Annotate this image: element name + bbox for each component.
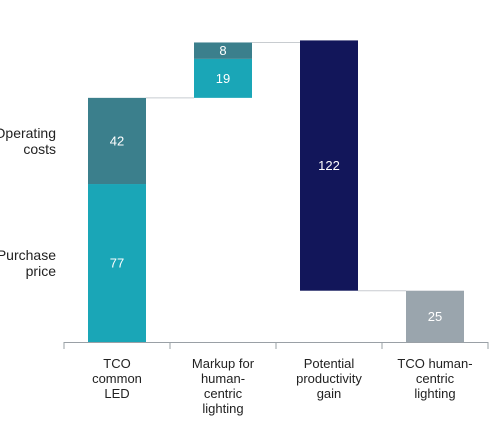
bar-segment [88,97,146,185]
side-label: Operating costs [0,125,56,157]
bar-segment [194,58,252,98]
bar-segment [300,40,358,291]
data-label: 122 [318,158,340,173]
category-label: TCO human-centric lighting [397,356,472,401]
connector-lines [146,41,406,292]
data-label: 25 [428,309,442,324]
data-label: 19 [216,71,230,86]
category-label: TCO common LED [92,356,142,401]
category-labels: TCO common LED Markup for human-centric light… [92,356,473,416]
segment-labels: 77 42 19 8 122 25 [110,43,442,324]
category-label: Markup for human-centric lighting [192,356,255,416]
data-label: 42 [110,133,124,148]
bar-segment [406,290,464,342]
side-label: Purchase price [0,247,56,279]
x-axis [63,342,489,349]
bar-segment [194,42,252,59]
data-label: 77 [110,256,124,271]
bars [88,40,464,342]
side-labels: Operating costs Purchase price [0,125,56,279]
category-label: Potential productivity gain [296,356,362,401]
data-label: 8 [219,43,226,58]
bar-segment [88,184,146,342]
